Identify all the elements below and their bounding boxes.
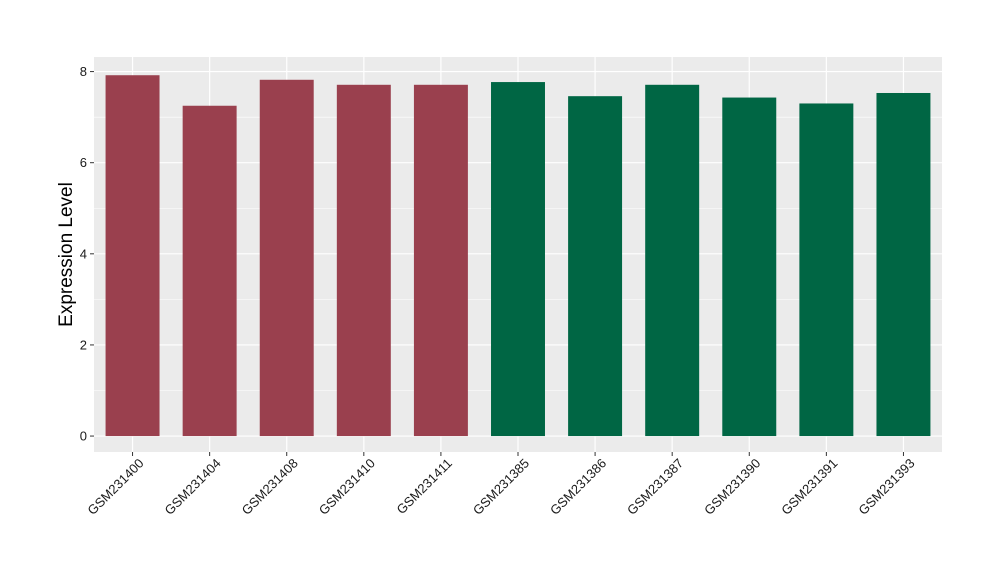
bar	[491, 82, 545, 437]
y-tick-label: 4	[80, 246, 87, 261]
bar	[876, 92, 931, 437]
x-tick-label: GSM231385	[470, 456, 532, 518]
y-tick-label: 0	[80, 429, 87, 444]
bar	[259, 79, 314, 437]
x-tick-label: GSM231410	[316, 456, 378, 518]
x-tick-label: GSM231400	[84, 456, 146, 518]
bar	[336, 84, 391, 437]
bar	[568, 96, 623, 437]
y-axis: 0 2 4 6 8	[80, 64, 94, 444]
bar	[182, 105, 237, 437]
bar	[799, 103, 854, 437]
y-tick-label: 2	[80, 337, 87, 352]
y-tick-label: 8	[80, 64, 87, 79]
bars	[105, 75, 931, 437]
x-tick-label: GSM231387	[624, 456, 686, 518]
y-tick-label: 6	[80, 155, 87, 170]
x-tick-label: GSM231390	[701, 456, 763, 518]
y-axis-title: Expression Level	[56, 182, 77, 327]
x-tick-label: GSM231411	[393, 456, 455, 518]
bar	[722, 97, 777, 437]
bar	[645, 84, 700, 437]
x-tick-label: GSM231404	[162, 456, 224, 518]
bar	[413, 84, 468, 437]
bar	[105, 75, 160, 437]
x-tick-label: GSM231408	[239, 456, 301, 518]
x-tick-label: GSM231386	[547, 456, 609, 518]
x-tick-label: GSM231391	[778, 456, 840, 518]
x-axis: GSM231400 GSM231404 GSM231408 GSM231410 GSM2…	[84, 452, 918, 518]
x-tick-label: GSM231393	[855, 456, 917, 518]
